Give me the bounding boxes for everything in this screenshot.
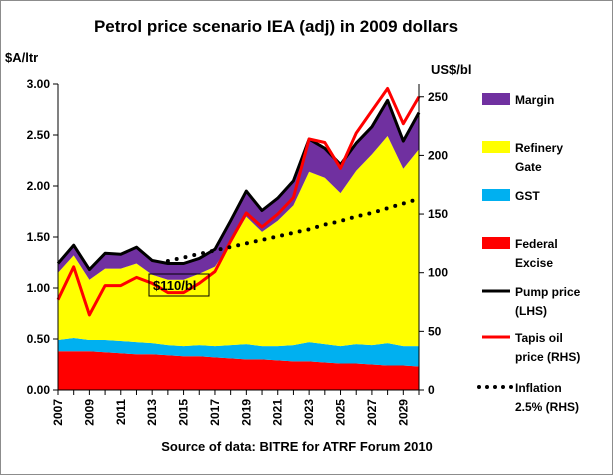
legend-item-3: Federal Excise — [482, 237, 558, 270]
x-tick-label: 2015 — [177, 399, 191, 426]
left-tick-label: 3.00 — [27, 77, 51, 91]
legend-label: Refinery — [515, 141, 563, 155]
right-tick-label: 50 — [428, 324, 442, 338]
legend-swatch — [482, 189, 510, 201]
legend-label: Margin — [515, 93, 554, 107]
legend-label: Inflation — [515, 381, 562, 395]
line-series-2 — [165, 196, 421, 263]
x-tick-label: 2009 — [82, 399, 96, 426]
x-tick-label: 2021 — [271, 399, 285, 426]
left-tick-label: 0.50 — [27, 332, 51, 346]
right-tick-label: 200 — [428, 148, 448, 162]
legend-item-2: GST — [482, 189, 540, 203]
legend-label: (LHS) — [515, 304, 547, 318]
right-axis-title: US$/bl — [431, 62, 471, 77]
annotation-label: $110/bl — [153, 278, 196, 293]
area-series-3 — [58, 100, 419, 280]
annotation-box — [148, 273, 210, 297]
x-tick-label: 2007 — [51, 399, 65, 426]
legend-item-6: Inflation 2.5% (RHS) — [477, 381, 579, 414]
legend-swatch — [482, 237, 510, 249]
line-series-0 — [56, 98, 421, 272]
left-tick-label: 0.00 — [27, 383, 51, 397]
legend-swatch — [482, 93, 510, 105]
line-series-1 — [56, 87, 421, 317]
legend-label: GST — [515, 189, 540, 203]
legend-label: Federal — [515, 237, 558, 251]
annotation: $110/bl — [148, 273, 210, 297]
legend-label: 2.5% (RHS) — [515, 400, 579, 414]
x-tick-label: 2019 — [239, 399, 253, 426]
left-tick-label: 2.50 — [27, 128, 51, 142]
x-tick-label: 2013 — [145, 399, 159, 426]
x-tick-label: 2025 — [334, 399, 348, 426]
area-series-2 — [58, 136, 419, 347]
legend-label: Gate — [515, 160, 542, 174]
x-tick-label: 2029 — [396, 399, 410, 426]
right-tick-label: 100 — [428, 266, 448, 280]
left-tick-label: 1.00 — [27, 281, 51, 295]
legend-swatch — [482, 141, 510, 153]
x-tick-label: 2011 — [114, 399, 128, 425]
legend-label: Tapis oil — [515, 331, 563, 345]
legend-item-0: Margin — [482, 93, 554, 107]
legend-label: Excise — [515, 256, 553, 270]
right-tick-label: 150 — [428, 207, 448, 221]
x-tick-label: 2017 — [208, 399, 222, 426]
legend-item-5: Tapis oil price (RHS) — [482, 331, 580, 364]
area-series-0 — [58, 351, 419, 390]
axes: 0.00 0.50 1.00 1.50 2.00 2.50 3.00 0 50 100 150 200… — [27, 77, 449, 426]
left-tick-label: 2.00 — [27, 179, 51, 193]
left-tick-label: 1.50 — [27, 230, 51, 244]
legend: Margin Refinery Gate GST Federal Excise Pump p… — [477, 93, 581, 414]
source-note: Source of data: BITRE for ATRF Forum 201… — [161, 439, 433, 454]
legend-item-4: Pump price (LHS) — [482, 285, 581, 318]
stacked-areas — [58, 100, 419, 390]
area-series-1 — [58, 338, 419, 367]
legend-label: price (RHS) — [515, 350, 580, 364]
x-tick-label: 2023 — [302, 399, 316, 426]
left-axis-title: $A/ltr — [5, 50, 38, 65]
right-tick-label: 250 — [428, 90, 448, 104]
chart-title: Petrol price scenario IEA (adj) in 2009 … — [94, 17, 458, 36]
x-tick-label: 2027 — [365, 399, 379, 426]
series-lines — [56, 87, 421, 317]
right-tick-label: 0 — [428, 383, 435, 397]
legend-item-1: Refinery Gate — [482, 141, 563, 174]
legend-label: Pump price — [515, 285, 581, 299]
